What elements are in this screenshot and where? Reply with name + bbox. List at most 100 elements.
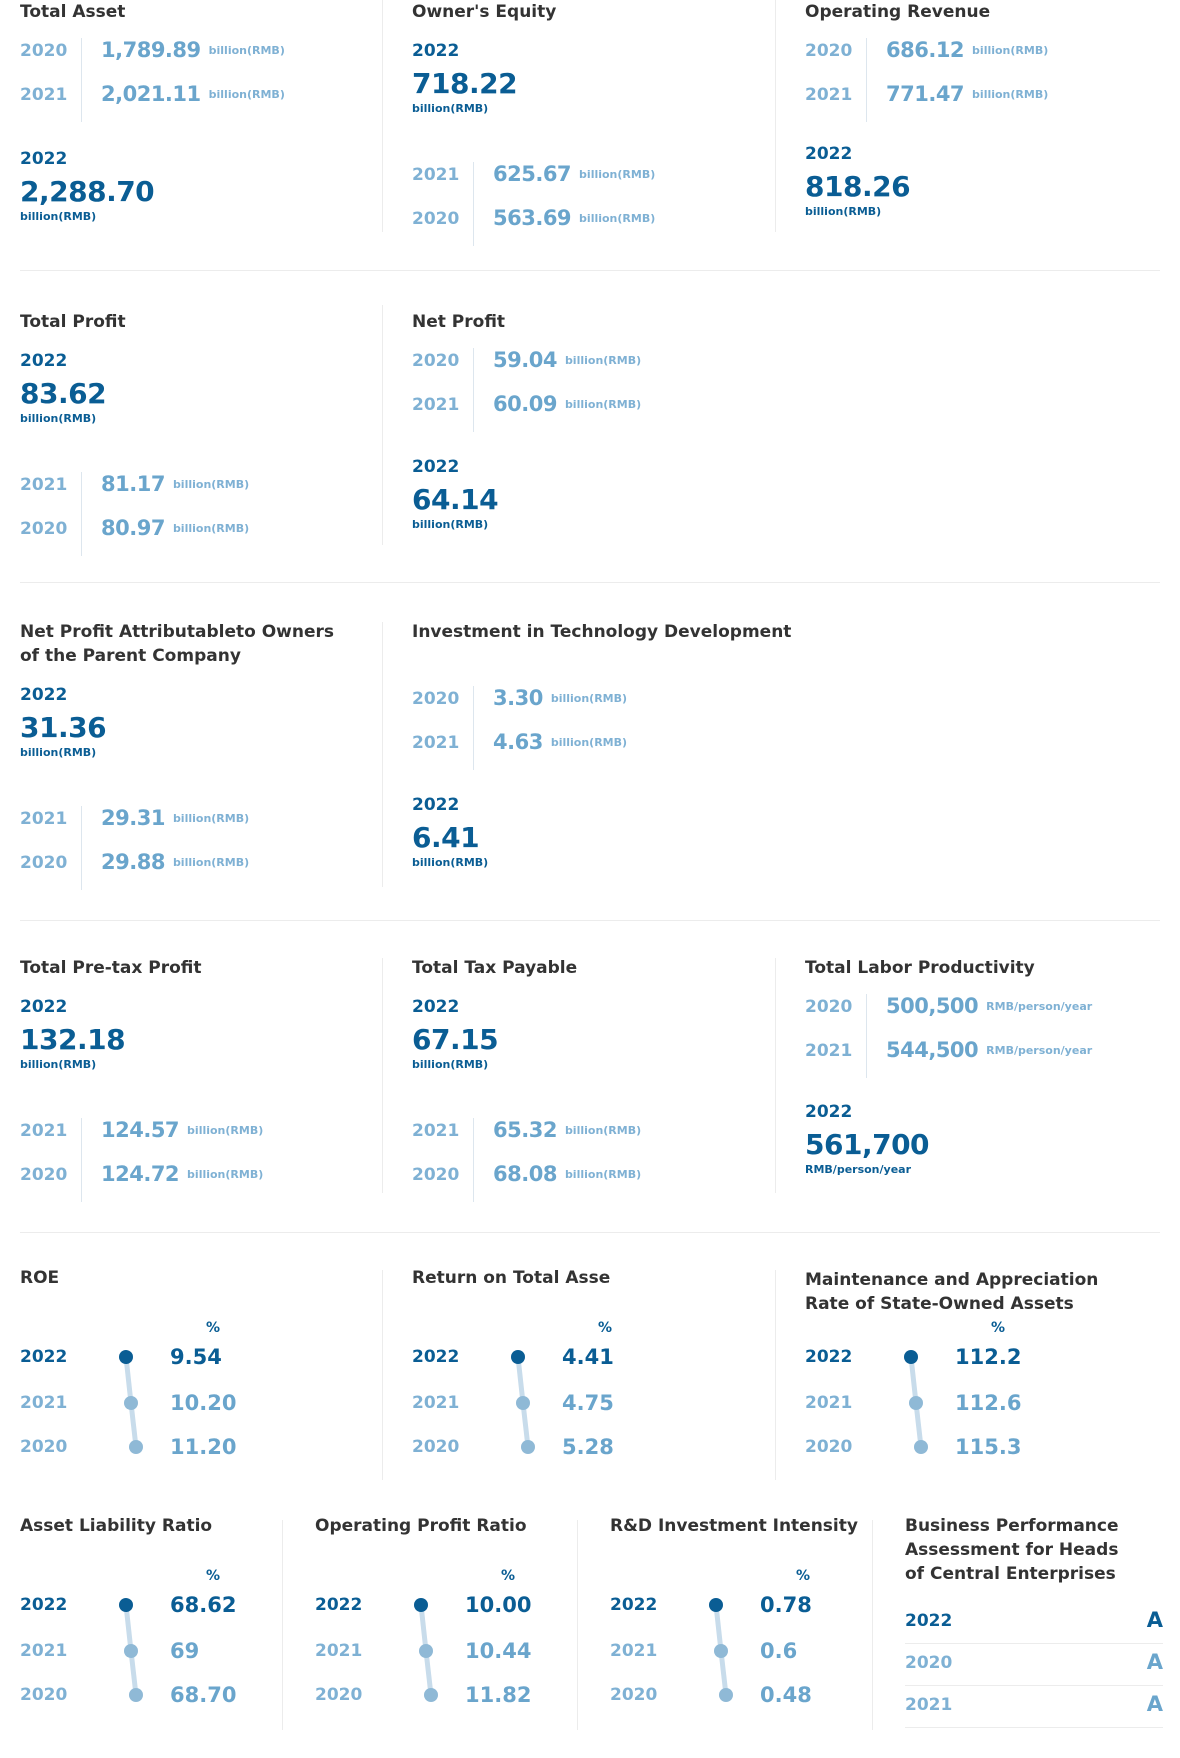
card-title: Return on Total Asse (412, 1268, 611, 1288)
section-divider (20, 582, 1160, 583)
current-value: 2,288.70 (20, 175, 155, 208)
current-value: 83.62 (20, 377, 107, 410)
current-value-block: 2022 2,288.70 billion(RMB) (20, 148, 155, 224)
return-on-total-asset-card: Return on Total Asse % 2022 4.41 2021 4.75 20… (412, 1266, 772, 1476)
ratio-value: 11.82 (465, 1683, 532, 1707)
timeline-dot (516, 1396, 530, 1410)
ratio-value: 115.3 (955, 1435, 1022, 1459)
timeline-connector (423, 1648, 434, 1698)
timeline-dot (414, 1598, 428, 1612)
timeline-graphic (119, 1598, 143, 1702)
timeline-connector (128, 1648, 139, 1698)
year-label: 2020 (805, 41, 853, 61)
timeline-connector (520, 1400, 531, 1450)
year-label: 2022 (610, 1595, 658, 1615)
current-value: 67.15 (412, 1023, 499, 1056)
section-divider (20, 270, 1160, 271)
timeline-connector (418, 1602, 429, 1654)
current-value: 31.36 (20, 711, 107, 744)
card-title: Business Performance (905, 1516, 1119, 1536)
column-separator (775, 958, 776, 1193)
year-label: 2020 (805, 997, 853, 1017)
unit-label: billion(RMB) (805, 205, 882, 218)
percent-unit: % (598, 1320, 613, 1336)
unit-label: billion(RMB) (412, 856, 489, 869)
maintenance-rate-card: Maintenance and Appreciation Rate of Sta… (805, 1266, 1165, 1476)
row-separator (866, 38, 867, 122)
current-value: 818.26 (805, 170, 911, 203)
section-divider (20, 1232, 1160, 1233)
ratio-value: 10.00 (465, 1593, 532, 1617)
year-label: 2021 (412, 395, 460, 415)
card-title: Investment in Technology Development (412, 622, 792, 642)
timeline-connector (908, 1354, 919, 1406)
year-label: 2021 (805, 85, 853, 105)
card-title-line2: of the Parent Company (20, 646, 241, 666)
year-label: 2020 (20, 519, 68, 539)
timeline-dot (424, 1688, 438, 1702)
row-separator (473, 686, 474, 770)
timeline-graphic (414, 1598, 438, 1702)
net-profit-parent-card: Net Profit Attributableto Owners of the … (20, 620, 380, 890)
grade-label: A (1146, 1650, 1163, 1674)
row-separator (866, 994, 867, 1078)
column-separator (872, 1520, 873, 1730)
row-separator (473, 348, 474, 432)
value-label: 59.04 billion(RMB) (493, 348, 642, 372)
timeline-dot (419, 1644, 433, 1658)
column-separator (382, 1270, 383, 1480)
value-label: 3.30 billion(RMB) (493, 686, 628, 710)
year-label: 2020 (412, 1437, 460, 1457)
current-year: 2022 (20, 685, 68, 705)
value-label: 4.63 billion(RMB) (493, 730, 628, 754)
timeline-dot (124, 1644, 138, 1658)
unit-label: billion(RMB) (412, 1058, 489, 1071)
grade-row: 2021 A (905, 1686, 1163, 1728)
year-label: 2021 (905, 1695, 953, 1715)
unit-label: billion(RMB) (20, 746, 97, 759)
section-divider (20, 920, 1160, 921)
current-year: 2022 (805, 1102, 853, 1122)
current-year: 2022 (412, 41, 460, 61)
rd-intensity-card: R&D Investment Intensity % 2022 0.78 2021 0.… (610, 1514, 870, 1724)
history-rows: 2021 81.17 billion(RMB) 2020 80.97 billion… (20, 470, 380, 558)
labor-productivity-card: Total Labor Productivity 2020 500,500 RMB… (805, 956, 1165, 1206)
value-label: 81.17 billion(RMB) (101, 472, 250, 496)
current-year: 2022 (412, 795, 460, 815)
current-value: 6.41 (412, 821, 480, 854)
card-title: Total Profit (20, 312, 126, 332)
year-label: 2022 (412, 1347, 460, 1367)
year-label: 2021 (412, 165, 460, 185)
column-separator (775, 0, 776, 232)
current-value-block: 2022 6.41 billion(RMB) (412, 794, 488, 870)
history-rows: 2020 686.12 billion(RMB) 2021 771.47 billi… (805, 36, 1165, 124)
card-title: R&D Investment Intensity (610, 1516, 858, 1536)
roe-card: ROE % 2022 9.54 2021 10.20 2020 11.20 (20, 1266, 380, 1476)
value-label: 2,021.11 billion(RMB) (101, 82, 285, 106)
current-value: 64.14 (412, 483, 499, 516)
timeline-dot (129, 1688, 143, 1702)
history-rows: 2021 625.67 billion(RMB) 2020 563.69 billi… (412, 160, 772, 248)
unit-label: billion(RMB) (20, 1058, 97, 1071)
current-value-block: 2022 64.14 billion(RMB) (412, 456, 499, 532)
timeline-dot (129, 1440, 143, 1454)
value-label: 686.12 billion(RMB) (886, 38, 1049, 62)
timeline-graphic (904, 1350, 928, 1454)
value-label: 625.67 billion(RMB) (493, 162, 656, 186)
year-label: 2020 (805, 1437, 853, 1457)
timeline-dot (714, 1644, 728, 1658)
history-rows: 2021 124.57 billion(RMB) 2020 124.72 billi… (20, 1116, 380, 1204)
year-label: 2021 (610, 1641, 658, 1661)
ratio-value: 112.2 (955, 1345, 1022, 1369)
value-label: 124.57 billion(RMB) (101, 1118, 264, 1142)
column-separator (282, 1520, 283, 1730)
grade-label: A (1146, 1608, 1163, 1632)
timeline-connector (515, 1354, 526, 1406)
card-title-line3: of Central Enterprises (905, 1564, 1116, 1584)
year-label: 2021 (805, 1393, 853, 1413)
value-label: 1,789.89 billion(RMB) (101, 38, 285, 62)
current-value-block: 2022 718.22 billion(RMB) (412, 40, 518, 116)
timeline-connector (123, 1354, 134, 1406)
ratio-value: 0.48 (760, 1683, 812, 1707)
value-label: 771.47 billion(RMB) (886, 82, 1049, 106)
